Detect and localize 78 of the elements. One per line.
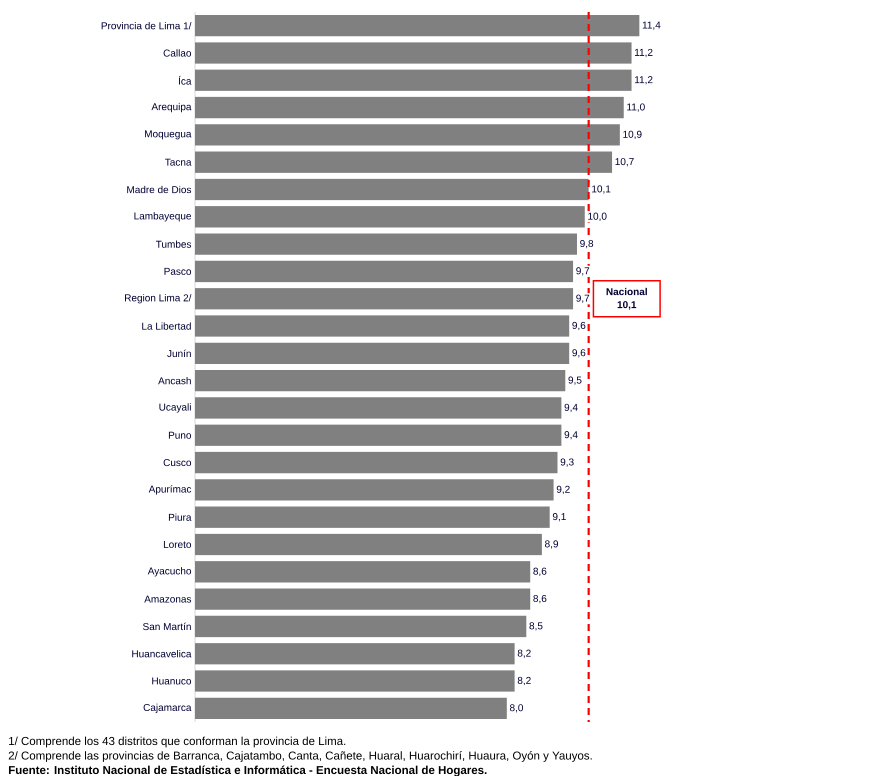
y-tick-label: Íca [178, 76, 192, 85]
y-tick-label: Apurímac [148, 485, 192, 495]
bar [195, 588, 530, 610]
y-tick-label: Pasco [164, 268, 192, 275]
data-label: 11,4 [642, 22, 660, 30]
y-tick-label: La Libertad [142, 322, 191, 330]
data-label: 9,5 [568, 376, 582, 385]
data-label: 10,1 [592, 185, 610, 194]
y-tick-label: Arequipa [151, 102, 192, 112]
bar [195, 479, 554, 501]
data-label: 8,9 [545, 540, 558, 549]
bar [195, 315, 570, 337]
y-tick-label: Ancash [158, 376, 191, 384]
bar [195, 506, 550, 528]
source-note: Fuente: Instituto Nacional de Estadística e Informática - Encuesta Nacional de Hogares. [8, 766, 486, 776]
text: 1/ Comprende los 43 distritos que conforman la provincia de Lima. [9, 736, 346, 748]
data-label: 9,7 [576, 294, 590, 303]
data-label: 9,7 [576, 267, 590, 276]
data-label: 9,6 [572, 349, 586, 358]
bar [195, 616, 526, 638]
y-tick-label: Lambayeque [134, 212, 192, 222]
y-tick-label: Puno [168, 432, 192, 439]
data-label: 10,9 [623, 130, 642, 140]
y-tick-label: Huanuco [152, 678, 192, 685]
bar [195, 534, 542, 556]
data-label: 8,2 [518, 676, 531, 686]
bar [195, 561, 530, 582]
bar [195, 260, 574, 282]
y-tick-label: Ayacucho [148, 567, 192, 576]
data-label: 8,2 [518, 650, 531, 658]
data-label: 11,0 [627, 103, 645, 112]
data-label: 8,0 [510, 704, 524, 712]
data-label: 9,4 [564, 431, 578, 440]
ref-line-label: Nacional 10,1 [606, 288, 647, 310]
y-tick-label: Region Lima 2/ [125, 294, 192, 304]
data-label: 8,5 [529, 622, 542, 631]
bar [195, 452, 558, 474]
y-tick-label: Madre de Dios [127, 186, 192, 194]
data-label: 9,8 [580, 240, 594, 248]
data-label: 9,6 [572, 322, 586, 330]
bar [195, 15, 640, 36]
data-label: 10,7 [616, 158, 634, 166]
data-label: 9,1 [552, 513, 566, 522]
y-tick-label: Moquegua [145, 130, 192, 140]
y-tick-label: Junín [167, 350, 191, 358]
bar [195, 178, 589, 200]
text: 2/ Comprende las provincias de Barranca, Cajatambo, Canta, Cañete, Huaral, Huarochirí, Huaura, Oyón y Yauyos. [8, 751, 592, 762]
bar [195, 124, 620, 146]
data-label: 11,2 [635, 48, 652, 58]
bar [195, 233, 577, 255]
data-label: 9,3 [560, 458, 574, 467]
y-tick-label: Cusco [164, 459, 192, 466]
data-label: 9,2 [556, 486, 570, 494]
y-tick-label: Piura [168, 514, 192, 521]
y-tick-label: Huancavelica [132, 650, 192, 658]
bar [195, 643, 515, 664]
y-tick-label: Cajamarca [144, 704, 192, 713]
y-tick-label: Tumbes [156, 240, 192, 248]
bar [195, 670, 515, 692]
bar [195, 698, 507, 719]
data-label: 8,6 [533, 568, 546, 576]
y-tick-label: Callao [164, 49, 192, 57]
y-tick-label: Amazonas [144, 596, 192, 603]
data-label: 11,2 [635, 76, 652, 84]
bar [195, 370, 566, 392]
bar [195, 342, 570, 364]
y-tick-label: Provincia de Lima 1/ [102, 22, 192, 30]
data-label: 8,6 [533, 594, 546, 604]
bar [195, 424, 562, 446]
bar [195, 206, 585, 228]
y-tick-label: Tacna [165, 158, 192, 166]
y-tick-label: Ucayali [159, 403, 191, 413]
y-tick-label: Loreto [164, 541, 192, 548]
data-label: 10,0 [588, 212, 607, 221]
y-tick-label: San Martín [143, 622, 191, 630]
bar [195, 397, 562, 419]
data-label: 9,4 [564, 404, 578, 412]
bar [195, 288, 574, 310]
